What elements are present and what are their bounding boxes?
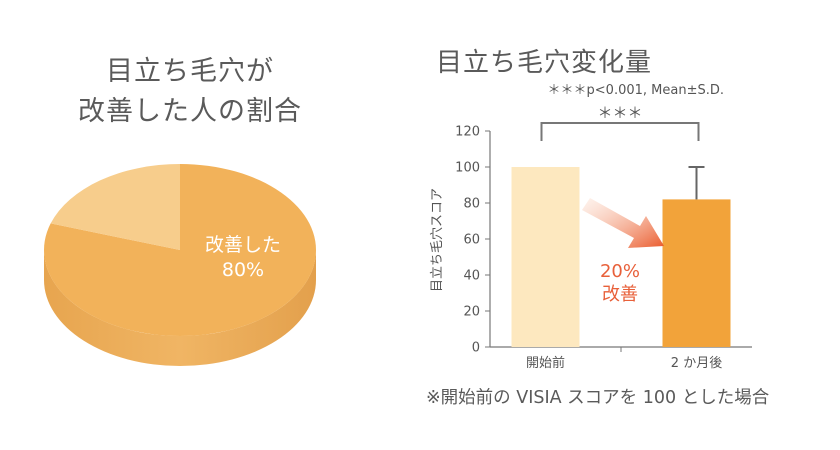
bar-1: [662, 199, 731, 347]
pie-slice-value: 80%: [222, 259, 264, 281]
x-tick-label: 開始前: [526, 355, 565, 371]
y-tick-label: 0: [472, 341, 480, 356]
y-tick-label: 120: [455, 125, 480, 140]
pie-slice-label: 改善した: [205, 234, 281, 256]
pie-chart: 改善した 80%: [44, 164, 316, 366]
y-tick-label: 20: [463, 305, 480, 320]
y-axis-label: 目立ち毛穴スコア: [430, 188, 445, 292]
significance-bracket: [540, 122, 700, 141]
y-tick-label: 60: [463, 233, 480, 248]
y-tick-label: 100: [455, 161, 480, 176]
pie-title-line2: 改善した人の割合: [78, 96, 302, 127]
annotation-improved: 改善: [602, 284, 638, 305]
y-tick-label: 40: [463, 269, 480, 284]
pie-chart-title: 目立ち毛穴が 改善した人の割合: [40, 52, 340, 132]
bar-0: [511, 167, 580, 347]
annotation-percent: 20%: [600, 261, 640, 282]
pie-title-line1: 目立ち毛穴が: [106, 56, 274, 87]
pie-slice-1: [50, 164, 181, 250]
footnote: ※開始前の VISIA スコアを 100 とした場合: [426, 388, 770, 408]
x-tick-label: 2 か月後: [671, 356, 722, 371]
y-tick-label: 80: [463, 197, 480, 212]
decrease-arrow: [582, 198, 664, 248]
significance-marker: ＊＊＊: [597, 104, 642, 122]
pie-side: [44, 250, 316, 366]
bar-chart-title: 目立ち毛穴変化量: [436, 48, 653, 78]
significance-note: ＊＊＊p<0.001, Mean±S.D.: [548, 83, 724, 98]
